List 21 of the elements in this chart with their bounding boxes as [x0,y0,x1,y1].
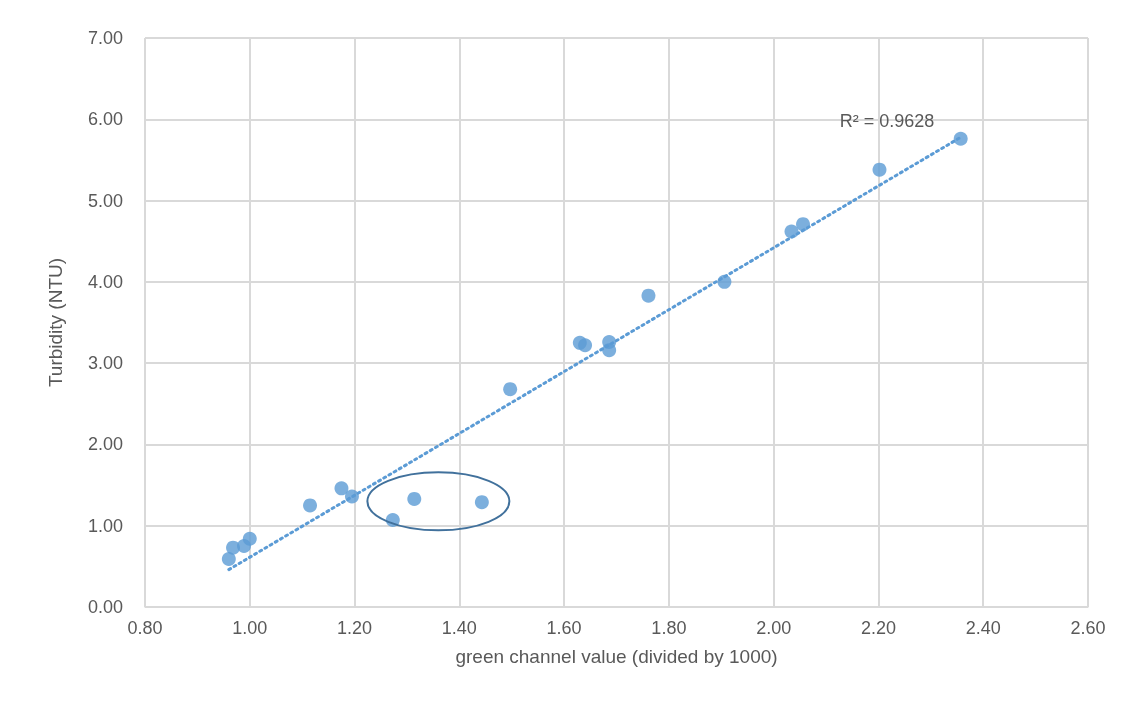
x-axis-title: green channel value (divided by 1000) [455,646,778,667]
x-tick-label: 1.40 [441,618,477,638]
x-tick-label: 0.80 [127,618,163,638]
x-tick-label: 2.20 [860,618,896,638]
y-tick-label: 7.00 [87,28,123,48]
y-tick-label: 0.00 [87,597,123,617]
x-tick-label: 1.20 [337,618,373,638]
x-tick-label: 2.60 [1070,618,1106,638]
y-tick-label: 5.00 [87,190,123,211]
y-tick-label: 1.00 [87,515,123,536]
x-tick-label: 2.00 [756,618,792,638]
annotation: R² = 0.9628 [839,111,935,132]
x-tick-label: 1.60 [546,618,582,638]
x-tick-label: 2.40 [965,618,1001,638]
y-tick-label: 3.00 [87,353,123,374]
x-tick-label: 1.80 [651,618,687,638]
x-tick-label: 1.00 [232,618,268,638]
y-axis-title: Turbidity (NTU) [45,257,66,388]
y-tick-label: 4.00 [87,271,123,292]
y-tick-label: 2.00 [87,434,123,455]
y-tick-label: 6.00 [87,109,123,130]
